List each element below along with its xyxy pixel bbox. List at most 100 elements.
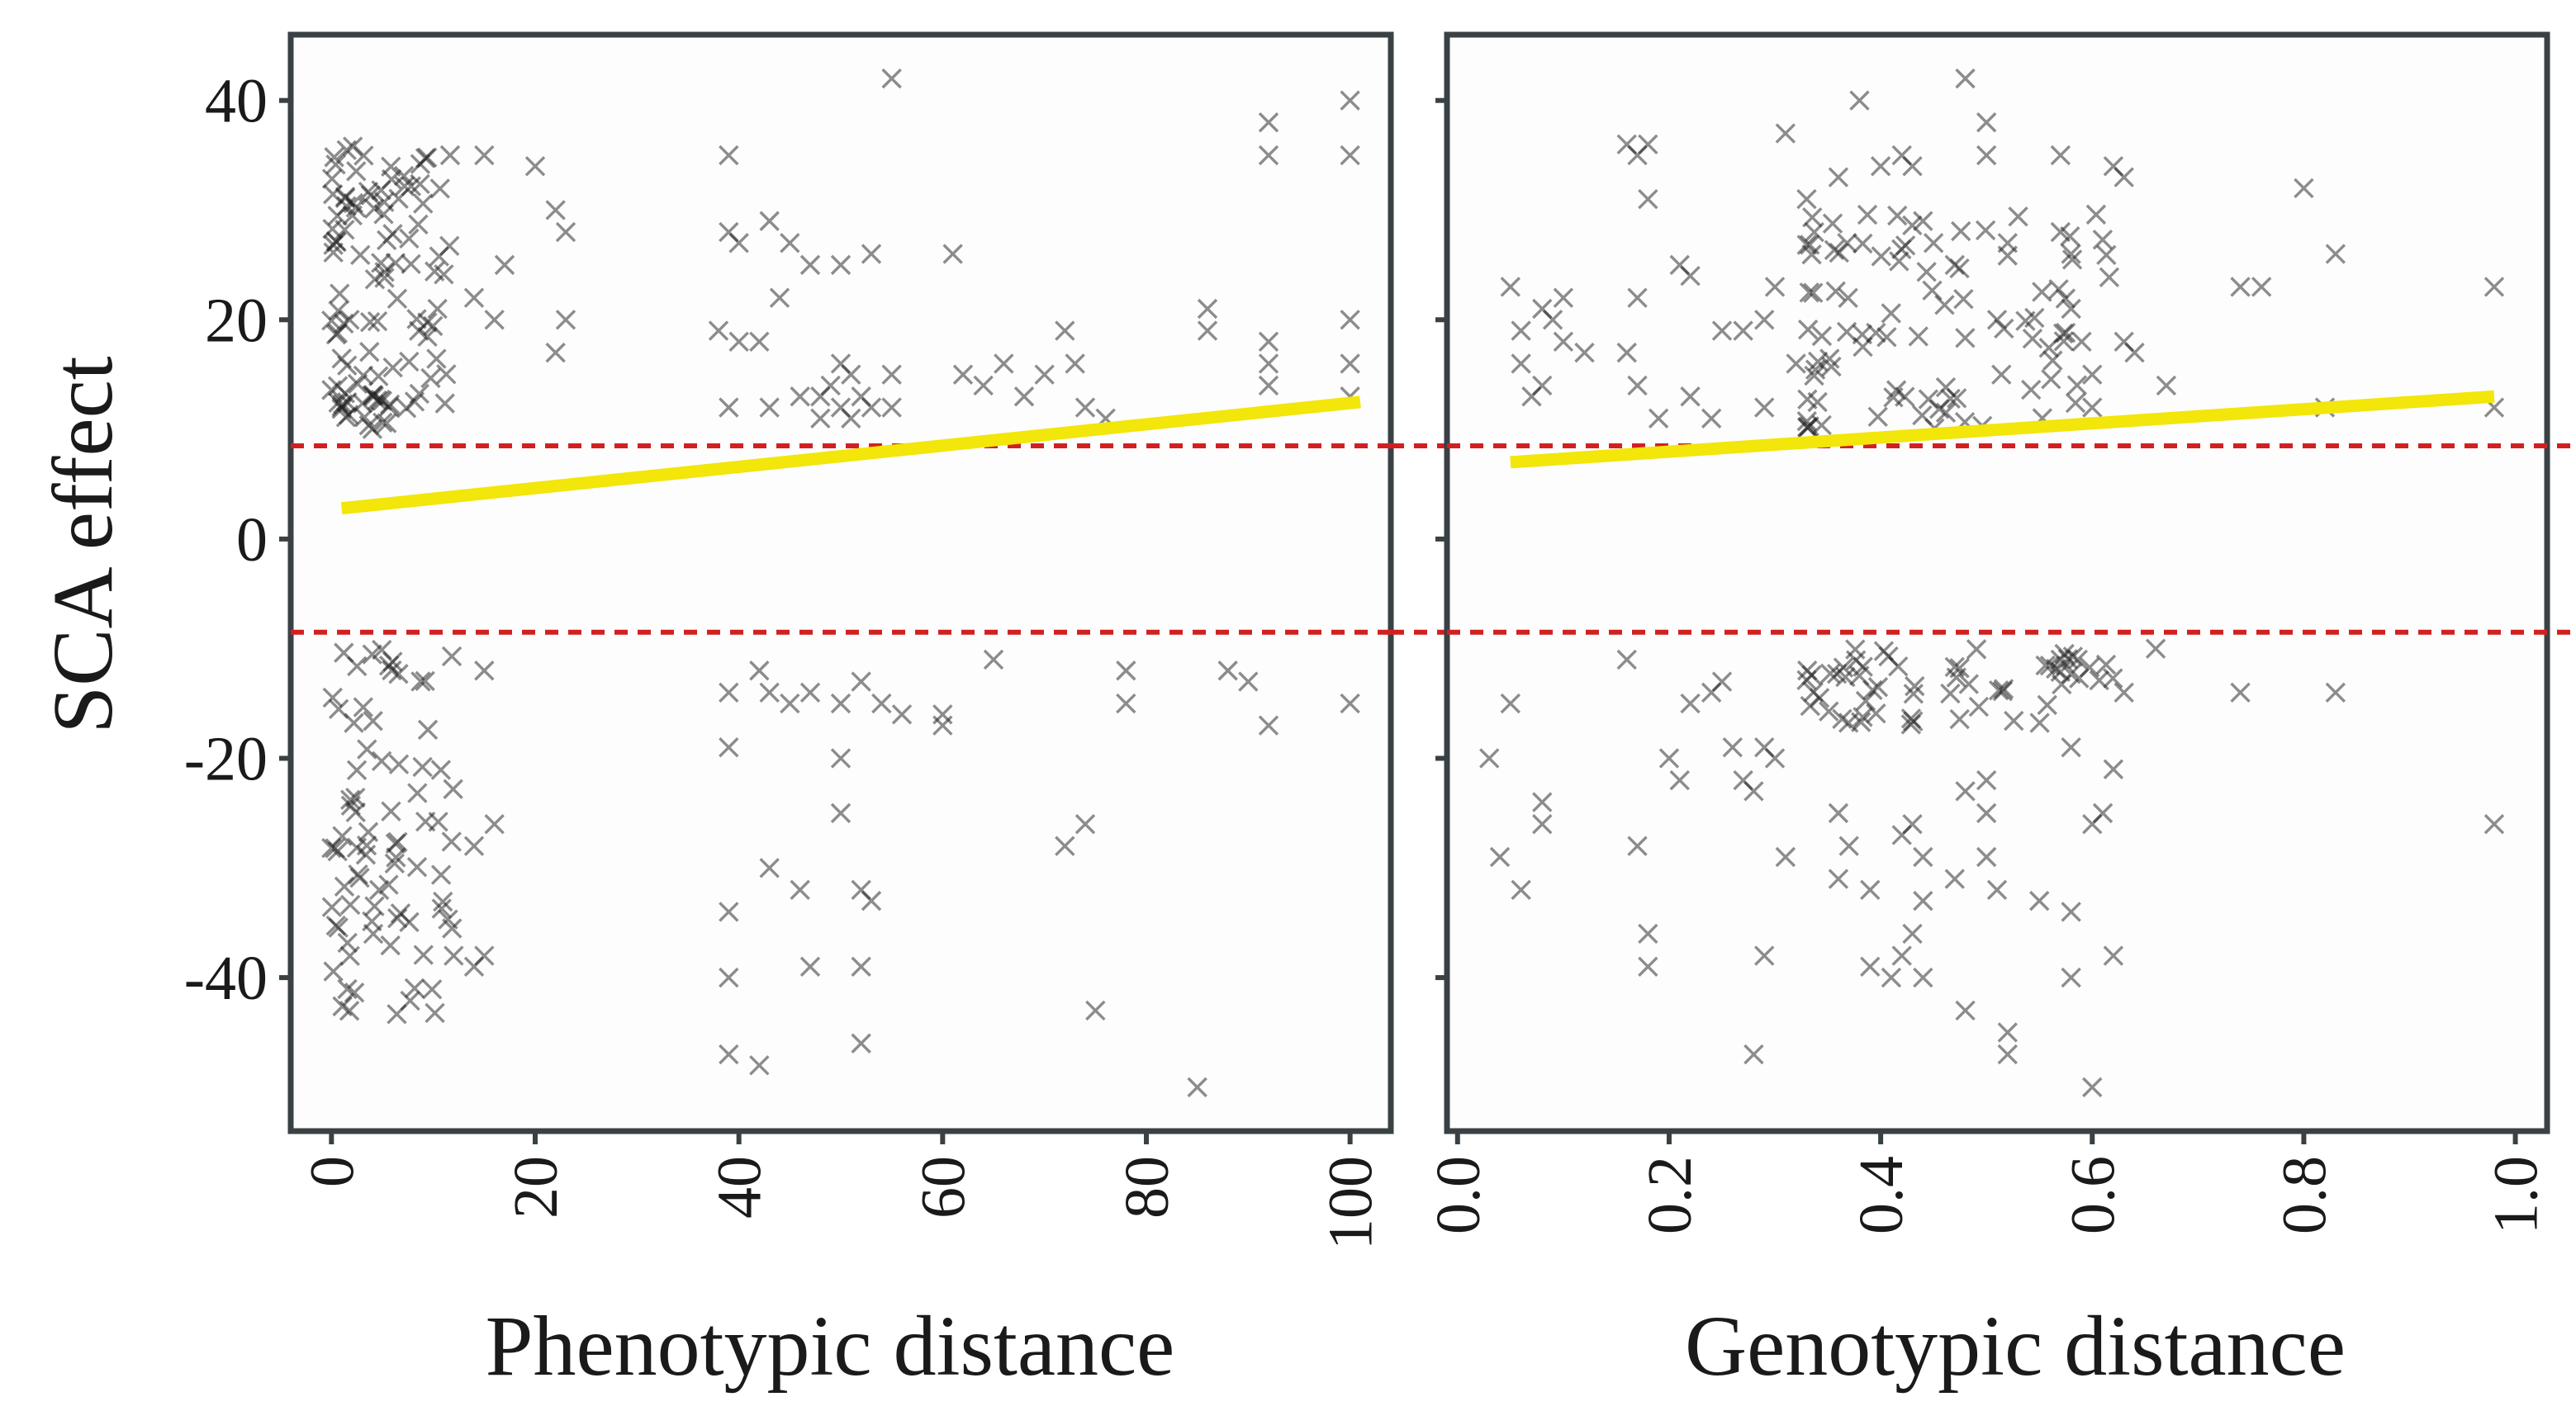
phenotypic-data-point (1258, 144, 1279, 166)
phenotypic-x-tick-label: 60 (908, 1156, 978, 1219)
genotypic-data-point (1922, 280, 1943, 301)
genotypic-data-point (2050, 221, 2071, 243)
phenotypic-data-point (474, 661, 495, 681)
phenotypic-data-point (780, 233, 800, 253)
phenotypic-x-tick-label: 40 (705, 1156, 775, 1219)
phenotypic-data-point (545, 200, 566, 220)
genotypic-data-point (1913, 890, 1933, 911)
genotypic-data-point (1532, 792, 1553, 812)
genotypic-data-point (1819, 701, 1839, 722)
phenotypic-data-point (881, 364, 902, 385)
phenotypic-data-point (337, 355, 358, 376)
genotypic-data-point (1680, 693, 1701, 714)
genotypic-data-point (1838, 287, 1858, 309)
genotypic-data-point (2008, 206, 2028, 227)
phenotypic-data-point (327, 206, 348, 226)
genotypic-data-point (1905, 675, 1925, 697)
phenotypic-data-point (439, 144, 461, 166)
genotypic-data-point (1888, 656, 1909, 677)
phenotypic-data-point (1258, 353, 1279, 374)
genotypic-data-point (1764, 277, 1786, 297)
phenotypic-data-point (410, 173, 430, 195)
phenotypic-data-point (388, 754, 410, 774)
genotypic-data-point (1733, 320, 1753, 341)
genotypic-data-point (1638, 134, 1658, 155)
genotypic-x-axis-title: Genotypic distance (1685, 1299, 2346, 1394)
phenotypic-data-point (830, 693, 852, 714)
genotypic-data-point (1680, 386, 1701, 407)
phenotypic-data-point (790, 879, 810, 901)
genotypic-data-point (2039, 656, 2061, 676)
phenotypic-data-point (327, 376, 349, 396)
genotypic-data-point (1489, 846, 1511, 868)
genotypic-data-point (1797, 389, 1818, 410)
phenotypic-data-point (407, 783, 428, 803)
genotypic-data-point (1891, 239, 1912, 260)
genotypic-data-point (1764, 748, 1786, 769)
genotypic-data-point (1532, 813, 1553, 835)
genotypic-data-point (2042, 350, 2063, 371)
phenotypic-data-point (354, 407, 375, 428)
phenotypic-data-point (367, 310, 388, 332)
genotypic-data-point (1821, 356, 1842, 377)
phenotypic-data-point (881, 397, 902, 418)
genotypic-data-point (2294, 178, 2314, 199)
genotypic-data-point (1913, 211, 1933, 231)
phenotypic-data-point (851, 956, 871, 978)
genotypic-data-point (1669, 769, 1690, 791)
genotypic-data-point (1638, 923, 1658, 945)
phenotypic-data-point (381, 168, 402, 190)
genotypic-data-point (2230, 682, 2251, 703)
phenotypic-data-point (378, 874, 399, 895)
phenotypic-data-point (841, 408, 861, 429)
genotypic-data-point (1976, 846, 1997, 868)
phenotypic-data-point (1340, 693, 1360, 714)
phenotypic-data-point (463, 836, 485, 856)
phenotypic-data-point (342, 136, 363, 157)
genotypic-data-point (1891, 945, 1912, 966)
genotypic-data-point (1743, 781, 1764, 802)
phenotypic-x-tick-label: 20 (501, 1156, 571, 1219)
genotypic-data-point (1949, 708, 1970, 730)
genotypic-data-point (2095, 654, 2117, 675)
phenotypic-data-point (382, 357, 403, 378)
genotypic-x-tick-label: 0.8 (2270, 1156, 2339, 1234)
phenotypic-data-point (334, 187, 356, 209)
phenotypic-data-point (410, 671, 431, 692)
phenotypic-x-tick-label: 80 (1112, 1156, 1182, 1219)
genotypic-data-point (2061, 736, 2081, 758)
genotypic-data-point (1811, 325, 1833, 347)
genotypic-data-point (1940, 683, 1961, 704)
phenotypic-data-point (325, 154, 346, 175)
phenotypic-data-point (484, 310, 505, 330)
genotypic-data-point (1997, 1022, 2019, 1043)
genotypic-data-point (1923, 233, 1944, 253)
phenotypic-data-point (362, 419, 383, 439)
phenotypic-data-point (861, 244, 882, 264)
phenotypic-data-point (421, 979, 443, 1000)
phenotypic-data-point (851, 671, 871, 692)
phenotypic-data-point (942, 244, 963, 264)
genotypic-data-point (1887, 205, 1908, 226)
phenotypic-data-point (881, 68, 902, 89)
genotypic-data-point (1853, 233, 1873, 254)
phenotypic-data-point (325, 915, 346, 936)
genotypic-data-point (1819, 663, 1841, 684)
phenotypic-data-point (463, 956, 485, 978)
genotypic-data-point (1796, 188, 1817, 210)
phenotypic-data-point (409, 320, 429, 341)
genotypic-data-point (1955, 781, 1976, 802)
phenotypic-data-point (719, 736, 739, 758)
phenotypic-data-point (371, 750, 392, 772)
genotypic-data-point (2483, 813, 2505, 835)
genotypic-data-point (1940, 388, 1961, 410)
phenotypic-data-point (749, 331, 770, 353)
phenotypic-data-point (423, 315, 444, 337)
phenotypic-data-point (759, 858, 780, 878)
phenotypic-data-point (372, 412, 393, 433)
phenotypic-data-point (841, 364, 861, 385)
phenotypic-data-point (339, 1001, 360, 1021)
phenotypic-data-point (379, 394, 401, 415)
genotypic-data-point (1853, 707, 1873, 727)
phenotypic-data-point (1258, 331, 1279, 353)
